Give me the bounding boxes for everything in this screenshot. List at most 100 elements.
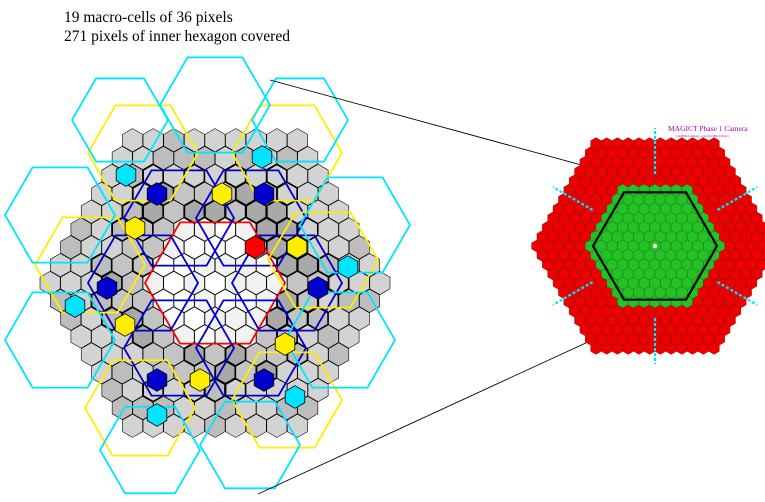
camera-pixel xyxy=(703,314,715,327)
pixel-tile xyxy=(183,306,205,331)
camera-pixel xyxy=(719,323,731,337)
camera-pixel xyxy=(730,230,741,244)
pixel-tile xyxy=(122,413,143,438)
camera-pixel xyxy=(649,276,661,290)
camera-pixel xyxy=(638,314,650,327)
camera-pixel xyxy=(724,314,736,327)
pixel-tile xyxy=(328,306,350,331)
pixel-tile xyxy=(183,235,205,260)
camera-pixel xyxy=(746,239,758,253)
camera-pixel xyxy=(681,146,693,160)
camera-pixel xyxy=(590,248,602,262)
camera-pixel xyxy=(676,248,688,262)
camera-pixel xyxy=(590,341,602,355)
camera-pixel xyxy=(676,137,688,151)
camera-pixel xyxy=(724,183,736,197)
pixel-tile xyxy=(338,288,360,313)
camera-pixel xyxy=(531,239,543,253)
highlighted-pixel xyxy=(124,216,146,240)
camera-pixel xyxy=(676,211,688,225)
camera-pixel xyxy=(671,146,682,160)
camera-pixel xyxy=(676,230,688,244)
camera-pixel xyxy=(735,276,747,290)
camera-pixel xyxy=(697,137,709,151)
camera-pixel xyxy=(724,239,736,253)
camera-pixel xyxy=(633,267,645,281)
camera-pixel xyxy=(660,239,672,253)
camera-pixel xyxy=(601,341,613,355)
pixel-tile xyxy=(204,270,226,296)
camera-pixel xyxy=(692,258,704,271)
macro-cell-outline xyxy=(298,176,412,274)
camera-pixel xyxy=(762,250,765,261)
camera-pixel xyxy=(590,304,602,318)
camera-pixel xyxy=(730,248,741,262)
camera-pixel xyxy=(660,165,672,178)
camera-sector-separator xyxy=(716,281,758,306)
camera-pixel xyxy=(585,165,597,178)
camera-pixel xyxy=(746,276,758,290)
camera-pixel xyxy=(579,174,591,188)
camera-pixel xyxy=(740,230,752,244)
camera-pixel xyxy=(660,258,672,271)
zoom-connector-lines xyxy=(257,79,641,495)
macro-cell-outline xyxy=(198,400,302,490)
camera-pixel xyxy=(606,258,618,271)
camera-pixel xyxy=(687,304,699,318)
pixel-tile xyxy=(183,341,206,368)
camera-pixel xyxy=(751,230,763,244)
highlighted-pixel xyxy=(286,235,308,259)
camera-pixel xyxy=(611,137,623,151)
macro-cell-outline xyxy=(83,359,197,457)
pixel-tile xyxy=(317,324,339,349)
pixel-tile xyxy=(359,253,380,278)
camera-pixel xyxy=(697,341,709,355)
camera-pixel xyxy=(681,221,693,234)
camera-pixel xyxy=(622,286,634,299)
camera-pixel xyxy=(585,146,597,160)
caption-pixels-covered: 271 pixels of inner hexagon covered xyxy=(64,28,290,45)
pixel-tile xyxy=(163,270,185,296)
camera-pixel xyxy=(628,258,639,271)
camera-pixel xyxy=(654,304,666,318)
camera-pixel xyxy=(654,137,666,151)
camera-pixel xyxy=(676,341,688,355)
camera-pixel xyxy=(671,332,682,346)
pixel-tile xyxy=(224,341,247,368)
camera-pixel xyxy=(713,146,725,160)
pixel-tile xyxy=(317,217,339,242)
camera-sector-separator xyxy=(716,186,758,211)
camera-pixel xyxy=(622,267,634,281)
camera-pixel xyxy=(708,174,720,188)
camera-pixel xyxy=(644,323,656,337)
camera-pixel xyxy=(579,304,591,318)
camera-pixel xyxy=(628,165,639,178)
camera-pixel xyxy=(585,332,597,346)
camera-pixel xyxy=(552,221,564,234)
camera-pixel xyxy=(708,193,720,206)
camera-pixel xyxy=(622,341,634,355)
camera-pixel xyxy=(654,155,666,169)
camera-pixel xyxy=(569,248,580,262)
camera-subtitle: CAMERA display code 01/1998, D.Petry xyxy=(676,134,729,139)
highlighted-pixel xyxy=(251,145,273,169)
camera-pixel xyxy=(558,286,570,299)
camera-pixel xyxy=(644,286,656,299)
camera-pixel xyxy=(590,193,602,206)
pixel-tile xyxy=(70,217,92,242)
camera-pixel xyxy=(654,174,666,188)
camera-pixel xyxy=(713,183,725,197)
camera-pixel xyxy=(654,230,666,244)
pixel-tile xyxy=(297,360,319,385)
camera-pixel xyxy=(542,221,554,234)
camera-pixel xyxy=(671,239,682,253)
camera-pixel xyxy=(579,248,591,262)
pixel-tile xyxy=(50,253,71,278)
macro-cell-outline xyxy=(3,291,117,389)
camera-pixel xyxy=(552,276,564,290)
camera-pixel xyxy=(601,304,613,318)
camera-pixel xyxy=(649,221,661,234)
camera-pixel xyxy=(585,183,597,197)
camera-pixel xyxy=(595,258,607,271)
camera-pixel xyxy=(569,211,580,225)
